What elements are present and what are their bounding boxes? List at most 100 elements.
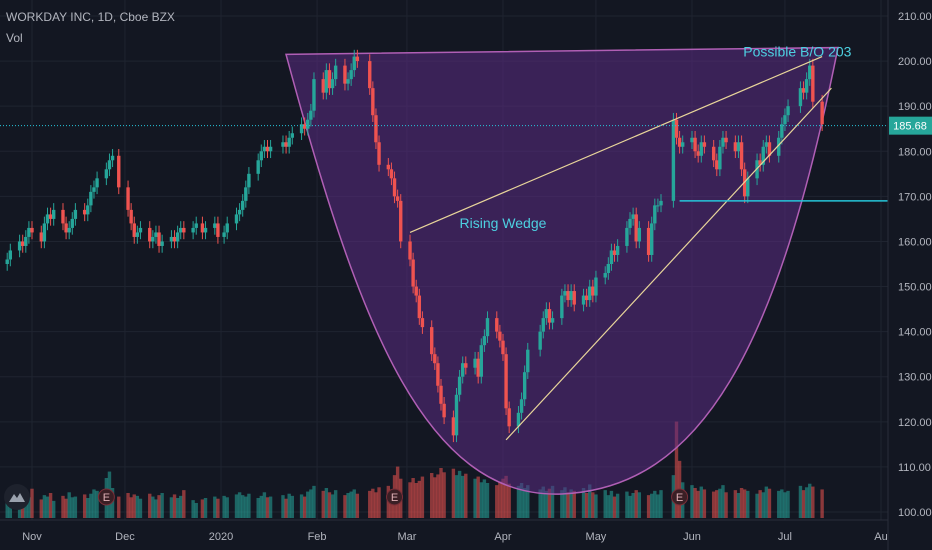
candle-body bbox=[544, 309, 549, 319]
volume-bar bbox=[216, 498, 220, 518]
volume-bar bbox=[368, 490, 372, 518]
volume-bar bbox=[411, 478, 415, 518]
time-axis: Nov Dec 2020 Feb Mar Apr May Jun Jul Au bbox=[0, 519, 888, 543]
volume-bar bbox=[464, 473, 468, 518]
candle-body bbox=[8, 250, 13, 260]
candle-body bbox=[287, 137, 291, 147]
volume-bar bbox=[606, 495, 611, 518]
candle-body bbox=[764, 142, 769, 147]
volume-bar bbox=[628, 495, 632, 518]
candle-body bbox=[547, 309, 552, 323]
candle-body bbox=[172, 236, 177, 242]
candle-body bbox=[411, 259, 415, 287]
volume-bar bbox=[569, 489, 573, 518]
candle-body bbox=[631, 214, 635, 219]
volume-bar bbox=[302, 496, 307, 518]
candle-body bbox=[637, 227, 642, 242]
volume-bars bbox=[5, 421, 824, 518]
candle-body bbox=[702, 142, 707, 147]
candle-body bbox=[327, 70, 332, 89]
candle-body bbox=[175, 232, 180, 242]
candle-body bbox=[572, 291, 576, 305]
candle-body bbox=[237, 209, 242, 215]
volume-bar bbox=[259, 495, 263, 518]
candle-body bbox=[560, 295, 564, 319]
price-tick-label: 150.00 bbox=[898, 282, 932, 294]
volume-bar bbox=[724, 492, 728, 518]
candle-body bbox=[454, 394, 459, 436]
candle-body bbox=[259, 151, 263, 161]
candle-body bbox=[680, 142, 685, 147]
volume-bar bbox=[349, 491, 353, 518]
candle-body bbox=[110, 155, 115, 161]
volume-bar bbox=[460, 475, 465, 518]
volume-bar bbox=[659, 490, 663, 518]
candle-body bbox=[786, 106, 790, 116]
volume-bar bbox=[92, 489, 96, 518]
candle-body bbox=[312, 79, 316, 111]
volume-bar bbox=[433, 477, 437, 518]
volume-bar bbox=[222, 495, 226, 518]
time-tick-label: Au bbox=[874, 531, 887, 543]
price-tick-label: 180.00 bbox=[898, 146, 932, 158]
candle-body bbox=[299, 124, 304, 134]
volume-bar bbox=[544, 490, 549, 518]
volume-bar bbox=[690, 485, 694, 518]
candle-body bbox=[392, 178, 397, 197]
volume-bar bbox=[625, 491, 629, 518]
candle-body bbox=[268, 146, 273, 152]
volume-bar bbox=[507, 483, 511, 518]
candle-body bbox=[169, 236, 174, 242]
candle-body bbox=[606, 264, 611, 274]
candle-body bbox=[64, 223, 68, 233]
candle-body bbox=[194, 223, 198, 228]
volume-bar bbox=[284, 498, 288, 518]
volume-bar bbox=[306, 491, 310, 518]
candle-body bbox=[609, 250, 614, 264]
volume-bar bbox=[457, 470, 462, 518]
candle-body bbox=[129, 209, 133, 224]
candle-body bbox=[696, 151, 700, 156]
volume-bar bbox=[755, 493, 759, 518]
candle-body bbox=[625, 227, 629, 246]
candle-body bbox=[464, 363, 468, 368]
candle-body bbox=[739, 142, 744, 170]
tradingview-logo-icon[interactable] bbox=[4, 484, 30, 510]
volume-bar bbox=[126, 493, 130, 518]
candle-body bbox=[801, 88, 806, 93]
volume-bar bbox=[566, 492, 570, 518]
time-tick-label: Dec bbox=[115, 531, 135, 543]
candle-body bbox=[151, 236, 155, 242]
volume-bar bbox=[454, 475, 459, 518]
candle-body bbox=[522, 372, 527, 400]
volume-bar bbox=[798, 485, 803, 518]
candle-body bbox=[30, 227, 34, 233]
candle-body bbox=[349, 70, 353, 80]
candle-body bbox=[352, 56, 356, 71]
volume-bar bbox=[371, 488, 375, 518]
price-tick-label: 200.00 bbox=[898, 56, 932, 68]
volume-bar bbox=[538, 489, 542, 518]
candle-body bbox=[566, 291, 570, 301]
candle-body bbox=[733, 142, 738, 152]
candle-body bbox=[460, 363, 465, 377]
volume-bar bbox=[736, 493, 741, 518]
price-tick-label: 160.00 bbox=[898, 236, 932, 248]
volume-bar bbox=[451, 468, 456, 518]
candle-body bbox=[451, 417, 456, 436]
candle-body bbox=[148, 227, 152, 242]
candle-body bbox=[86, 205, 90, 215]
candle-body bbox=[442, 403, 446, 418]
volume-bar bbox=[309, 489, 313, 518]
volume-bar bbox=[244, 496, 248, 518]
volume-bar bbox=[631, 493, 635, 518]
volume-bar bbox=[811, 486, 815, 518]
price-tick-label: 110.00 bbox=[898, 462, 931, 474]
candle-body bbox=[222, 232, 226, 237]
candle-body bbox=[107, 160, 112, 170]
volume-bar bbox=[172, 494, 177, 518]
volume-bar bbox=[42, 495, 47, 518]
volume-bar bbox=[560, 490, 564, 518]
volume-bar bbox=[417, 480, 422, 518]
